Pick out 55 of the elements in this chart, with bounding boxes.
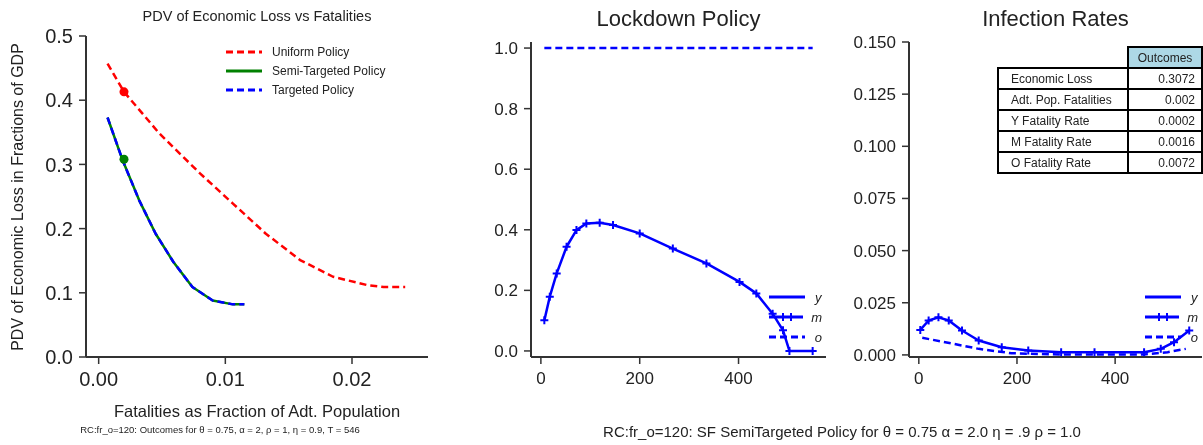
y-tick-label: 0.2 xyxy=(494,281,518,301)
y-tick-label: 0.125 xyxy=(853,85,896,105)
data-label: 0.3072 xyxy=(1128,68,1202,89)
legend-label: Uniform Policy xyxy=(272,44,350,59)
data-label: 0.002 xyxy=(1128,89,1202,110)
x-tick-label: 0.02 xyxy=(332,368,372,391)
y-tick-label: 0.5 xyxy=(45,25,73,48)
x-tick-label: 200 xyxy=(1002,369,1032,389)
y-tick-label: 0.025 xyxy=(853,293,896,313)
y-tick-label: 0.2 xyxy=(45,217,73,240)
legend-label: m xyxy=(1187,309,1198,325)
legend-label: y xyxy=(1191,289,1198,305)
y-tick-label: 0.0 xyxy=(494,341,518,361)
x-tick-label: 0 xyxy=(536,369,546,389)
y-tick-label: 0.050 xyxy=(853,241,896,261)
category-label: Adt. Pop. Fatalities xyxy=(998,89,1129,110)
text: RC:fr_o=120: Outcomes for θ = 0.75, α = 2, ρ = 1, η = 0.9, T = 546 xyxy=(80,424,360,435)
text: Outcomes xyxy=(1128,47,1202,68)
x-tick-label: 0.01 xyxy=(205,368,245,391)
legend-label: m xyxy=(811,309,822,325)
y-tick-label: 0.100 xyxy=(853,137,896,157)
category-label: M Fatality Rate xyxy=(998,131,1129,152)
chart-title: Lockdown Policy xyxy=(595,6,762,32)
x-axis-title: Fatalities as Fraction of Adt. Population xyxy=(112,402,402,421)
legend-label: Targeted Policy xyxy=(272,82,355,97)
legend-label: o xyxy=(1190,329,1198,345)
y-tick-label: 0.000 xyxy=(853,345,896,365)
data-label: 0.0002 xyxy=(1128,110,1202,131)
y-tick-label: 0.4 xyxy=(494,220,518,240)
y-tick-label: 0.3 xyxy=(45,153,73,176)
y-tick-label: 1.0 xyxy=(494,39,518,59)
y-tick-label: 0.150 xyxy=(853,33,896,53)
x-tick-label: 0.00 xyxy=(79,368,119,391)
y-tick-label: 0.1 xyxy=(45,281,73,304)
x-tick-label: 200 xyxy=(625,369,654,389)
data-label: 0.0016 xyxy=(1128,131,1202,152)
data-label: 0.0072 xyxy=(1128,152,1202,173)
category-label: Economic Loss xyxy=(998,68,1129,89)
x-tick-label: 0 xyxy=(914,369,924,389)
legend-label: y xyxy=(815,289,822,305)
x-tick-label: 400 xyxy=(1100,369,1130,389)
y-tick-label: 0.6 xyxy=(494,160,518,180)
y-tick-label: 0.0 xyxy=(45,346,73,369)
chart-title: PDV of Economic Loss vs Fatalities xyxy=(141,8,373,24)
text: RC:fr_o=120: SF SemiTargeted Policy for θ = 0.75 α = 2.0 η = .9 ρ = 1.0 xyxy=(603,423,1081,440)
y-tick-label: 0.075 xyxy=(853,189,896,209)
y-axis-title: PDV of Economic Loss in Fractions of GDP xyxy=(9,42,27,351)
x-tick-label: 400 xyxy=(724,369,753,389)
category-label: O Fatality Rate xyxy=(998,152,1129,173)
category-label: Y Fatality Rate xyxy=(998,110,1129,131)
chart-title: Infection Rates xyxy=(981,6,1130,32)
legend-label: Semi-Targeted Policy xyxy=(272,63,386,78)
y-tick-label: 0.4 xyxy=(45,89,73,112)
y-tick-label: 0.8 xyxy=(494,99,518,119)
legend-label: o xyxy=(814,329,822,345)
